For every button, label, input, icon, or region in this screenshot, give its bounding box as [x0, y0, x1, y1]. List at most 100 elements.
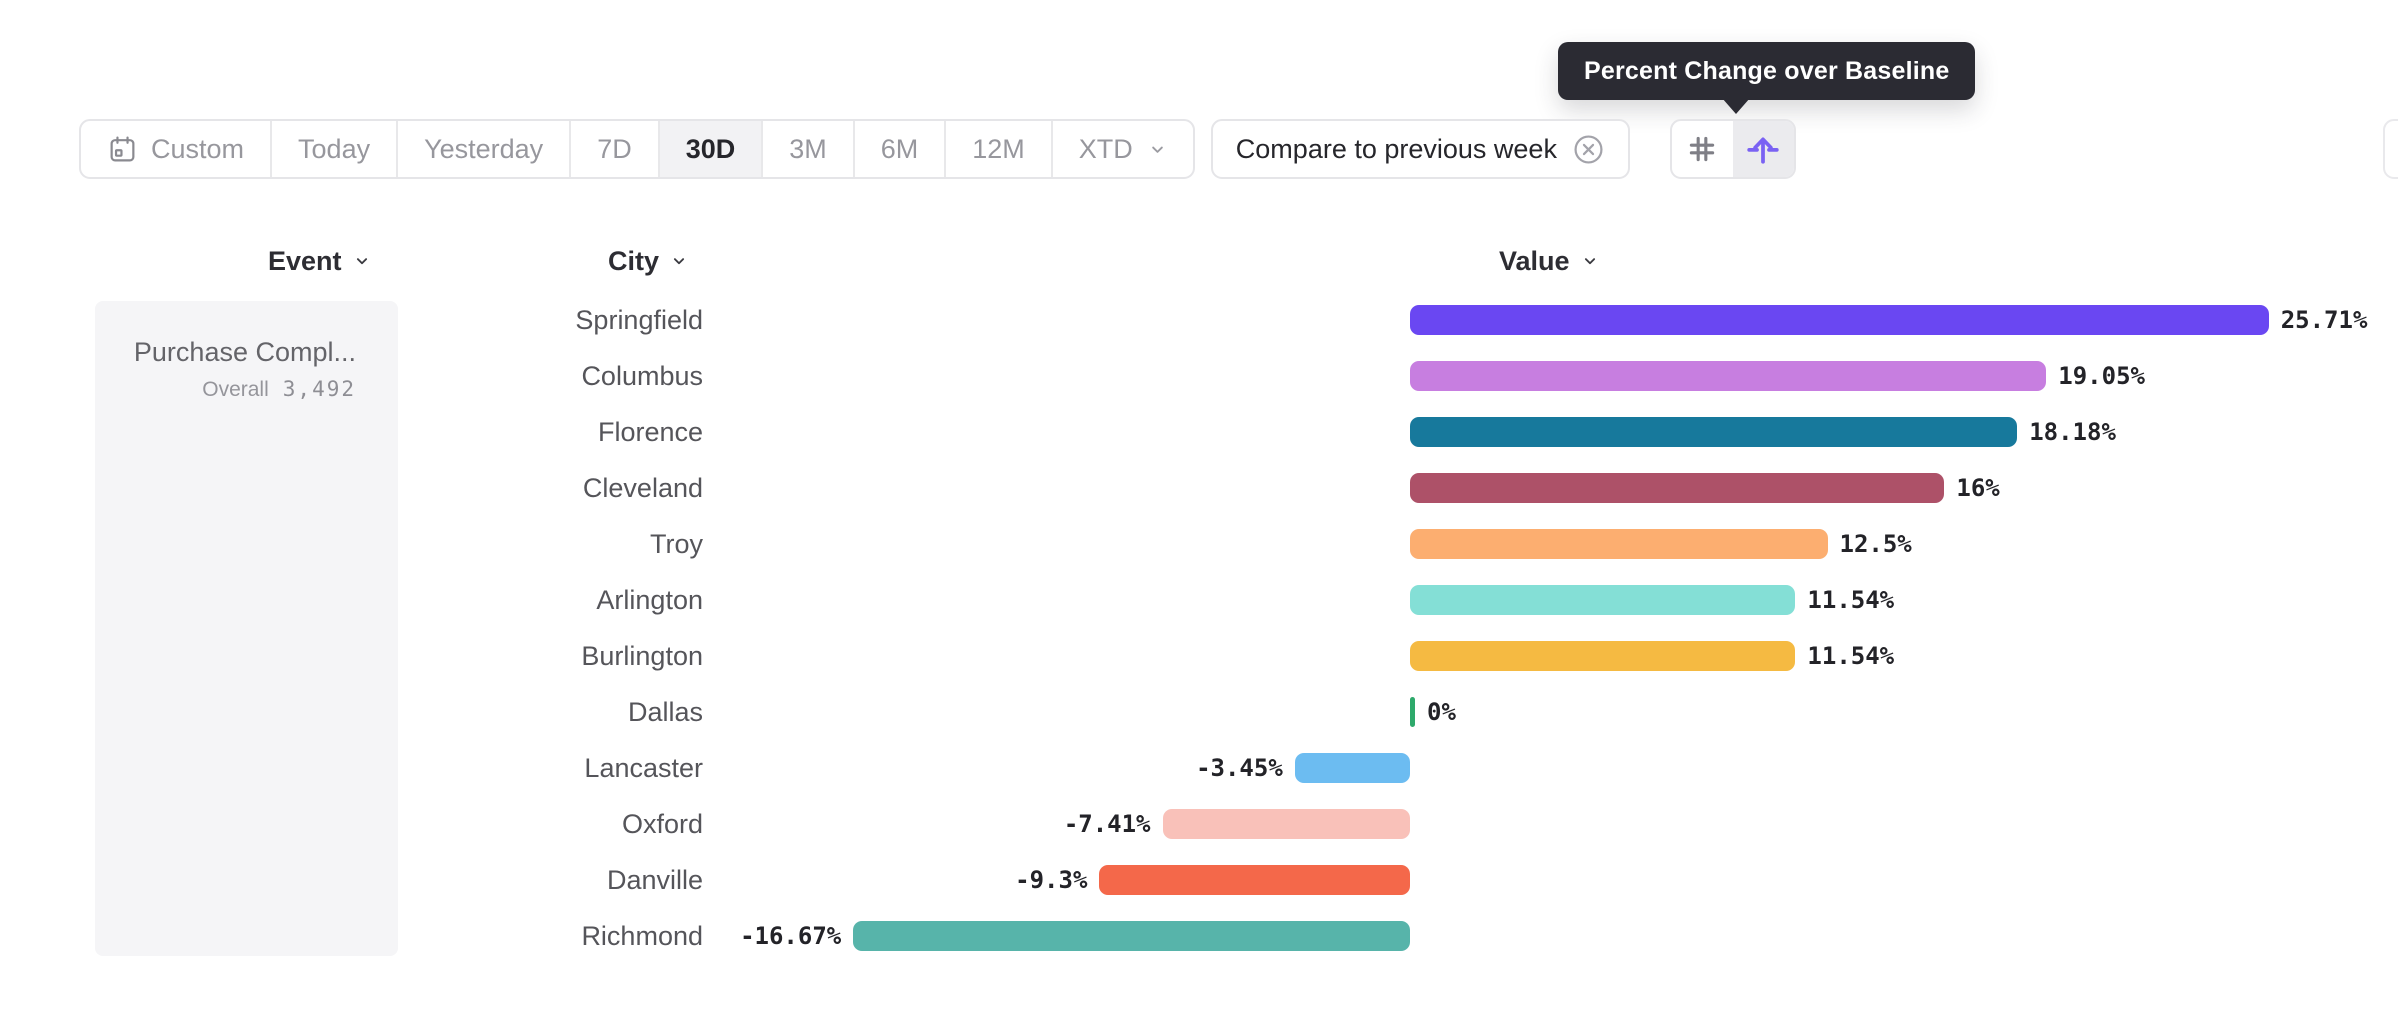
date-range-label: Custom: [151, 133, 245, 164]
tooltip-text: Percent Change over Baseline: [1584, 56, 1950, 85]
city-label: Florence: [597, 417, 703, 447]
event-panel[interactable]: Purchase Compl... Overall 3,492: [95, 301, 398, 956]
bar-value-label: -16.67%: [740, 922, 842, 950]
percent-change-mode-button[interactable]: [1732, 121, 1794, 177]
calendar-icon: [107, 134, 138, 165]
bar-area: 11.54%: [720, 628, 2398, 684]
tooltip-caret: [1722, 98, 1750, 114]
date-range-3m[interactable]: 3M: [763, 121, 855, 177]
city-label: Richmond: [581, 921, 703, 951]
date-range-xtd[interactable]: XTD: [1053, 121, 1193, 177]
city-label: Burlington: [581, 641, 703, 671]
date-range-label: Today: [298, 133, 371, 164]
date-range-label: 3M: [789, 133, 827, 164]
column-header-event[interactable]: Event: [268, 245, 371, 277]
date-range-7d[interactable]: 7D: [571, 121, 660, 177]
city-label: Cleveland: [582, 473, 703, 503]
city-label: Lancaster: [584, 753, 703, 783]
clipped-toolbar-button[interactable]: [2383, 119, 2398, 179]
compare-button[interactable]: Compare to previous week: [1210, 119, 1630, 179]
date-range-label: 7D: [597, 133, 632, 164]
bar-area: -7.41%: [720, 796, 2398, 852]
bar[interactable]: [1410, 697, 1415, 727]
date-range-label: 6M: [880, 133, 919, 164]
column-header-value[interactable]: Value: [1499, 245, 1599, 277]
bar-area: -9.3%: [720, 852, 2398, 908]
bar[interactable]: [1410, 417, 2018, 447]
column-header-city[interactable]: City: [608, 245, 688, 277]
chevron-down-icon: [673, 258, 685, 265]
city-label: Arlington: [596, 585, 703, 615]
date-range-custom[interactable]: Custom: [81, 121, 273, 177]
city-label: Dallas: [627, 697, 703, 727]
bar-value-label: 12.5%: [1839, 530, 1912, 558]
bar-value-label: -3.45%: [1196, 754, 1283, 782]
bar[interactable]: [853, 921, 1410, 951]
chart-row: Florence 18.18%: [0, 404, 2398, 460]
chart-row: Dallas 0%: [0, 684, 2398, 740]
bar-area: 25.71%: [720, 292, 2398, 348]
bar[interactable]: [1294, 753, 1410, 783]
bar[interactable]: [1410, 473, 1945, 503]
close-circle-icon[interactable]: [1572, 133, 1605, 166]
chevron-down-icon: [1584, 258, 1595, 265]
date-range-label: 30D: [685, 133, 736, 164]
bar-area: 18.18%: [720, 404, 2398, 460]
column-header-label: Event: [268, 245, 342, 276]
date-range-12m[interactable]: 12M: [946, 121, 1053, 177]
metric-label: Overall: [202, 378, 269, 401]
bar[interactable]: [1410, 305, 2269, 335]
chart-row: Lancaster -3.45%: [0, 740, 2398, 796]
chart-row: Richmond -16.67%: [0, 908, 2398, 964]
bar[interactable]: [1410, 529, 1828, 559]
compare-button-label: Compare to previous week: [1235, 133, 1557, 164]
bar-value-label: -7.41%: [1063, 810, 1151, 838]
chart-row: Columbus 19.05%: [0, 348, 2398, 404]
bar-value-label: 18.18%: [2029, 418, 2116, 446]
bar-chart: Springfield 25.71% Columbus 19.05% Flore…: [0, 292, 2398, 964]
toolbar: Custom Today Yesterday 7D 30D 3M 6M 12M …: [79, 119, 1796, 179]
number-grid-icon: [1685, 132, 1719, 166]
bar-area: 11.54%: [720, 572, 2398, 628]
date-range-6m[interactable]: 6M: [855, 121, 947, 177]
tooltip: Percent Change over Baseline: [1558, 42, 1976, 100]
event-metric: Overall 3,492: [115, 377, 356, 402]
bar[interactable]: [1162, 809, 1410, 839]
bar-value-label: 19.05%: [2058, 362, 2145, 390]
chevron-down-icon: [356, 258, 367, 265]
chart-row: Troy 12.5%: [0, 516, 2398, 572]
bar-value-label: 11.54%: [1807, 586, 1895, 614]
chart-row: Oxford -7.41%: [0, 796, 2398, 852]
bar[interactable]: [1410, 641, 1796, 671]
column-header-label: City: [608, 245, 660, 276]
date-range-30d[interactable]: 30D: [659, 121, 764, 177]
bar-area: -3.45%: [720, 740, 2398, 796]
chevron-down-icon: [1148, 140, 1167, 159]
bar-value-label: 0%: [1427, 698, 1456, 726]
date-range-yesterday[interactable]: Yesterday: [398, 121, 572, 177]
value-display-toggle: [1669, 119, 1796, 179]
bar[interactable]: [1410, 585, 1796, 615]
bar-value-label: 11.54%: [1807, 642, 1895, 670]
event-name: Purchase Compl...: [133, 337, 356, 367]
date-range-today[interactable]: Today: [272, 121, 399, 177]
city-label: Oxford: [621, 809, 703, 839]
city-label: Springfield: [575, 305, 703, 335]
date-range-label: Yesterday: [424, 133, 544, 164]
chart-row: Cleveland 16%: [0, 460, 2398, 516]
number-grid-mode-button[interactable]: [1672, 121, 1733, 177]
bar-area: 12.5%: [720, 516, 2398, 572]
bar-area: -16.67%: [720, 908, 2398, 964]
column-header-label: Value: [1499, 245, 1570, 276]
bar-value-label: 25.71%: [2280, 306, 2368, 334]
date-range-group: Custom Today Yesterday 7D 30D 3M 6M 12M …: [79, 119, 1195, 179]
bar[interactable]: [1410, 361, 2047, 391]
bar[interactable]: [1099, 865, 1410, 895]
date-range-label: 12M: [972, 133, 1025, 164]
city-label: Troy: [650, 529, 703, 559]
city-label: Columbus: [581, 361, 703, 391]
bar-value-label: 16%: [1956, 474, 2000, 502]
metric-value: 3,492: [282, 377, 356, 401]
bar-area: 0%: [720, 684, 2398, 740]
